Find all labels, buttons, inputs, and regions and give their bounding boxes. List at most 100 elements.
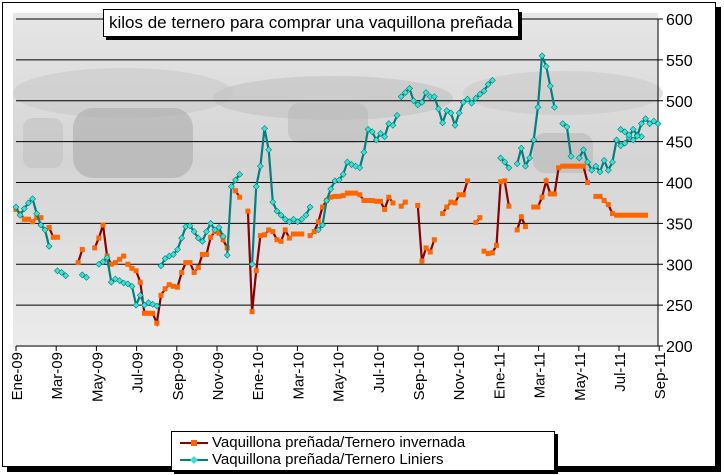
series-0-point-15-10 (572, 163, 578, 169)
series-1-point-12-5 (534, 103, 542, 111)
series-1-point-15-9 (654, 120, 662, 128)
series-0-point-4-18 (199, 251, 205, 257)
series-0-point-15-11 (576, 163, 582, 169)
series-0-point-4-17 (195, 265, 201, 271)
series-1-point-0-2 (20, 205, 28, 213)
xtick-label-7: Mar-10 (290, 352, 307, 400)
series-0-point-15-0 (531, 204, 537, 210)
series-0-point-4-11 (170, 283, 176, 289)
series-0-point-4-16 (191, 269, 197, 275)
series-1-point-6-5 (269, 198, 277, 206)
legend-label-invernada: Vaquillona preñada/Ternero invernada (212, 434, 466, 451)
series-1-point-15-6 (642, 115, 649, 123)
series-0-point-16-10 (634, 212, 640, 218)
series-1-point-3-10 (136, 291, 144, 299)
series-1-point-10-3 (439, 119, 447, 127)
series-0-point-8-7 (336, 193, 342, 199)
series-0-point-4-0 (125, 261, 131, 267)
series-1-point-6-3 (261, 125, 268, 132)
series-1-point-14-6 (600, 157, 608, 164)
series-1-point-3-11 (140, 301, 148, 309)
series-1-point-9-6 (422, 89, 430, 96)
series-0-point-6-8 (278, 238, 284, 244)
series-0-point-6-5 (266, 227, 272, 233)
series-0-point-15-6 (556, 165, 562, 171)
series-1-point-6-7 (277, 211, 285, 219)
series-1-point-10-1 (430, 93, 438, 101)
series-1-point-8-10 (356, 164, 364, 172)
series-0-point-13-4 (498, 179, 504, 185)
series-0-point-16-9 (630, 212, 636, 218)
series-1-point-12-1 (517, 144, 525, 152)
xtick-label-5: Nov-09 (210, 352, 227, 400)
series-0-point-10-1 (419, 258, 425, 264)
series-0-point-4-19 (204, 251, 210, 257)
series-0-point-4-1 (129, 265, 135, 271)
series-1-point-12-2 (522, 162, 529, 170)
series-0-point-16-5 (614, 212, 620, 218)
series-0-point-7-0 (291, 231, 297, 237)
xtick-label-2: May-09 (89, 352, 106, 402)
series-0-point-8-17 (377, 198, 383, 204)
series-1-point-0-5 (33, 210, 41, 217)
series-1-point-9-3 (410, 97, 418, 105)
series-0-point-16-0 (593, 193, 599, 199)
series-0-point-8-8 (340, 193, 346, 199)
series-1-point-9-5 (418, 98, 426, 106)
series-1-point-3-14 (153, 302, 161, 310)
series-1-point-14-11 (621, 139, 629, 147)
series-0-point-4-7 (154, 320, 160, 326)
series-1-point-10-7 (455, 109, 463, 117)
series-0-point-13-1 (485, 251, 491, 257)
series-1-point-8-18 (389, 121, 397, 129)
series-1-point-3-8 (128, 282, 136, 290)
series-1-point-7-1 (306, 203, 314, 211)
chart-title: kilos de ternero para comprar una vaquil… (103, 9, 519, 37)
series-1-line-14 (578, 127, 642, 175)
series-0-point-12-1 (477, 215, 483, 221)
series-1-point-8-3 (327, 185, 335, 193)
series-1-point-15-7 (646, 120, 654, 128)
series-1-point-14-8 (609, 158, 616, 166)
series-1-point-8-15 (377, 130, 384, 137)
series-1-point-8-2 (323, 197, 331, 204)
series-0-point-4-3 (137, 279, 143, 285)
series-1-point-6-4 (265, 146, 273, 154)
series-0-point-11-0 (440, 211, 446, 217)
series-0-point-16-4 (609, 211, 615, 217)
series-1-point-3-5 (116, 277, 123, 285)
series-0-point-15-9 (568, 163, 574, 169)
series-0-point-4-5 (146, 310, 152, 316)
series-0-point-2-0 (75, 260, 81, 266)
series-1-point-10-2 (435, 105, 442, 113)
series-1-point-11-1 (501, 158, 509, 166)
xtick-label-1: Mar-09 (49, 352, 66, 400)
series-0-point-8-16 (373, 198, 379, 204)
xtick-label-3: Jul-09 (130, 352, 147, 393)
series-0-point-16-2 (601, 197, 607, 203)
series-1-point-12-3 (526, 154, 534, 162)
series-0-point-16-1 (597, 193, 603, 199)
series-0-point-11-3 (452, 200, 458, 206)
series-0-point-4-4 (141, 310, 147, 316)
line-chart: 200 250 300 350 400 450 500 550 600 Ene-09 Mar-09… (9, 12, 693, 402)
series-1-point-14-7 (604, 166, 612, 174)
series-0-point-10-4 (431, 237, 437, 243)
series-1-point-4-14 (215, 224, 223, 231)
series-0-point-15-8 (564, 163, 570, 169)
ytick-label-500: 500 (666, 94, 693, 111)
ytick-label-300: 300 (666, 257, 693, 274)
series-0-point-3-5 (112, 260, 118, 266)
series-1-point-3-7 (124, 280, 132, 288)
chart-frame: 200 250 300 350 400 450 500 550 600 Ene-09 Mar-09… (2, 2, 716, 471)
x-axis: Ene-09 Mar-09 May-09 Jul-09 Sep-09 Nov-09 Ene-… (9, 345, 669, 402)
series-0-point-10-0 (415, 202, 421, 208)
series-0-point-3-1 (96, 235, 102, 241)
ytick-label-450: 450 (666, 135, 693, 152)
series-1-point-15-1 (621, 128, 629, 136)
series-1-point-4-9 (194, 234, 202, 242)
series-1-point-14-4 (592, 162, 600, 170)
series-1-point-0-3 (25, 199, 32, 207)
series-1-point-0-0 (12, 203, 20, 211)
series-1-point-4-4 (174, 246, 181, 253)
